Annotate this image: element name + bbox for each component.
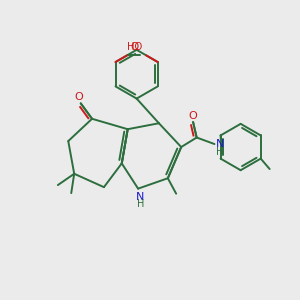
Text: N: N — [216, 139, 224, 149]
Text: H: H — [216, 147, 224, 158]
Text: O: O — [189, 111, 197, 121]
Text: N: N — [136, 192, 144, 202]
Text: H: H — [136, 199, 144, 209]
Text: O: O — [74, 92, 83, 102]
Text: O: O — [130, 42, 139, 52]
Text: HO: HO — [127, 42, 142, 52]
